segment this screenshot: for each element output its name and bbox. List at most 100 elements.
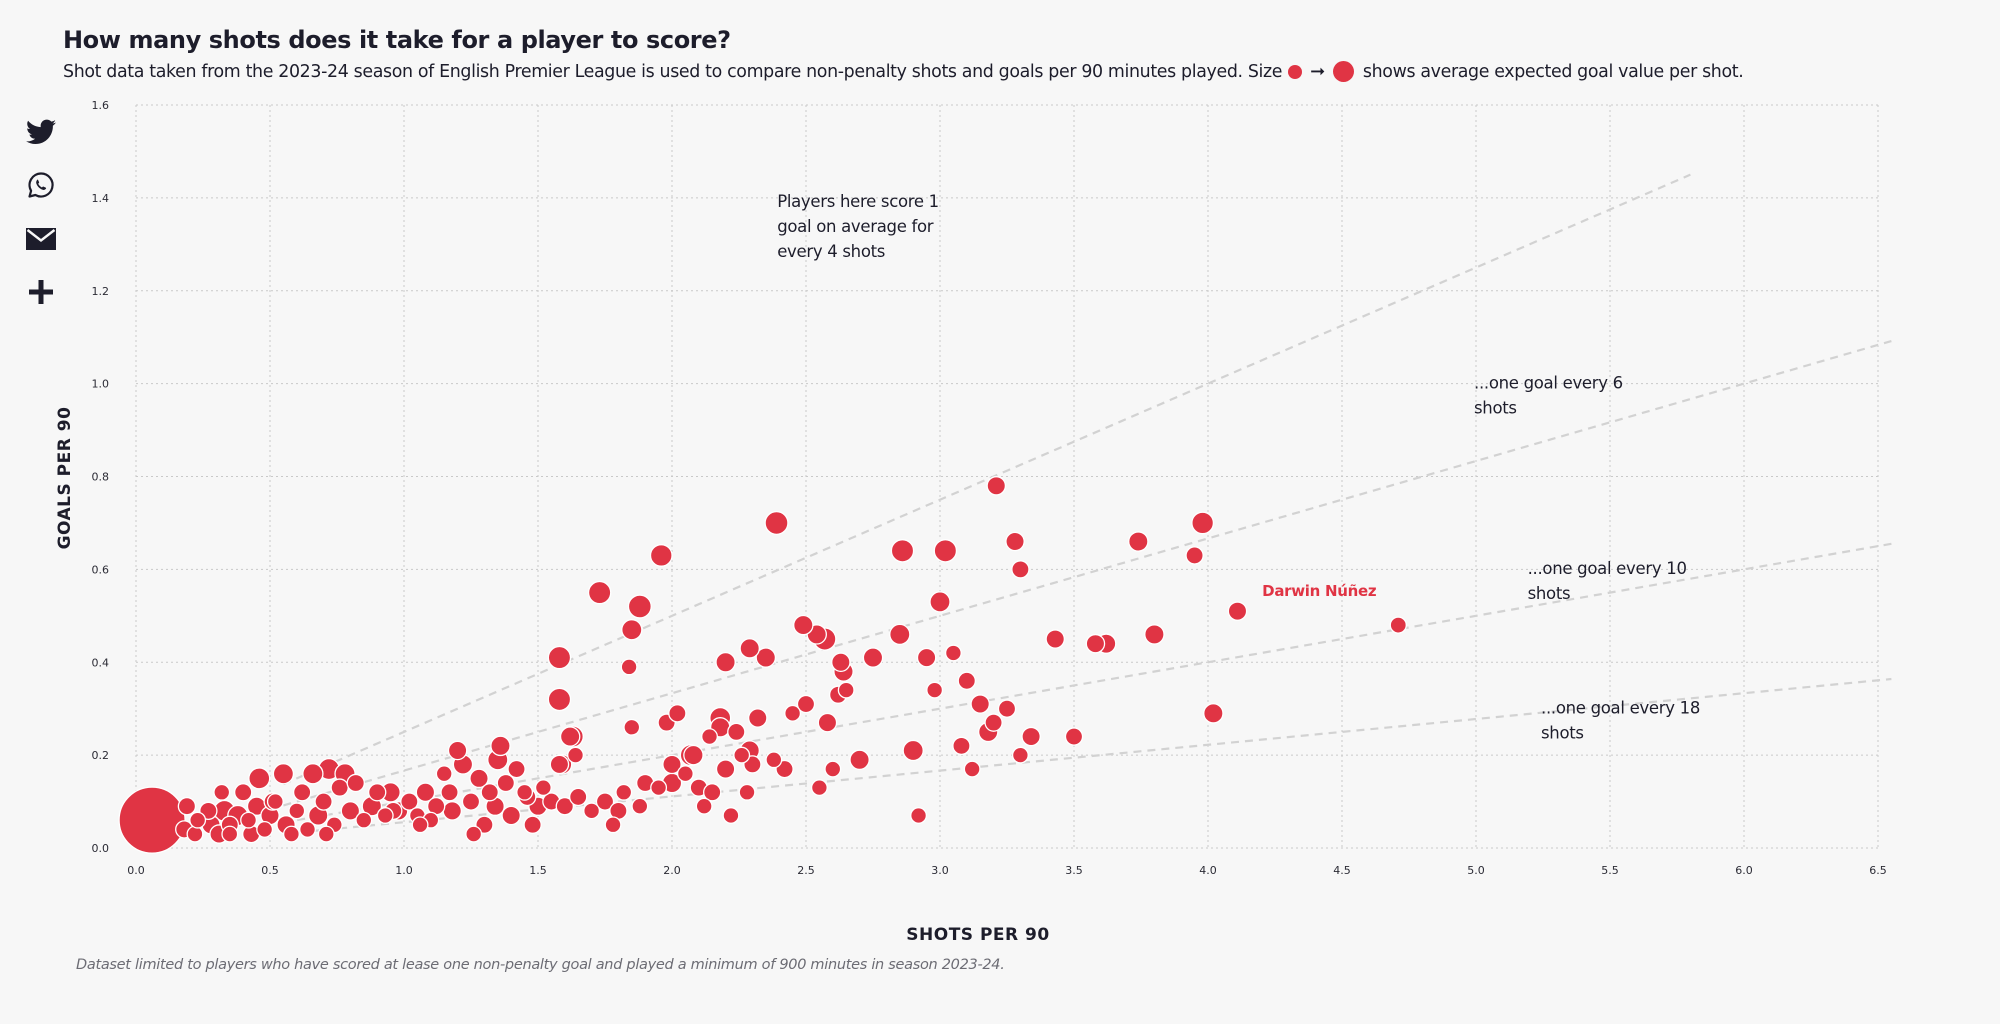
data-point bbox=[926, 681, 944, 699]
data-point bbox=[755, 647, 777, 668]
data-point bbox=[1064, 727, 1084, 746]
guide-annotation-line: ...one goal every 10 bbox=[1528, 559, 1687, 578]
data-point bbox=[567, 746, 584, 764]
data-point bbox=[469, 768, 489, 789]
y-tick-label: 0.8 bbox=[92, 471, 110, 484]
data-point bbox=[910, 807, 928, 824]
data-point bbox=[824, 760, 842, 778]
data-point bbox=[837, 681, 855, 699]
data-point bbox=[902, 739, 924, 762]
data-point bbox=[1005, 531, 1025, 552]
data-point bbox=[997, 699, 1017, 718]
x-tick-label: 6.5 bbox=[1869, 864, 1887, 877]
data-point bbox=[796, 694, 816, 714]
x-tick-label: 5.0 bbox=[1467, 864, 1485, 877]
data-point bbox=[984, 713, 1003, 732]
guide-annotation: Players here score 1 goal on average for e… bbox=[777, 192, 939, 261]
guide-annotation: ...one goal every 6 shots bbox=[1474, 373, 1623, 417]
data-point bbox=[177, 797, 197, 816]
data-point bbox=[916, 647, 937, 668]
data-point bbox=[715, 759, 736, 779]
data-point bbox=[727, 722, 746, 742]
data-point bbox=[1128, 531, 1149, 552]
data-point bbox=[282, 825, 300, 843]
data-point bbox=[862, 647, 884, 668]
whatsapp-share-button[interactable] bbox=[26, 170, 56, 200]
data-point bbox=[118, 786, 186, 854]
data-point bbox=[817, 712, 838, 733]
x-tick-label: 5.5 bbox=[1601, 864, 1619, 877]
size-legend-large-dot bbox=[1332, 61, 1354, 82]
data-point bbox=[400, 792, 419, 811]
data-point bbox=[715, 652, 736, 673]
data-point bbox=[549, 754, 570, 775]
data-point bbox=[256, 820, 274, 838]
guide-lines bbox=[282, 173, 1892, 835]
email-share-button[interactable] bbox=[26, 224, 56, 254]
twitter-icon bbox=[26, 119, 56, 144]
guide-annotation-line: ...one goal every 6 bbox=[1474, 373, 1623, 392]
x-axis-title: SHOTS PER 90 bbox=[906, 925, 1049, 945]
subtitle-text: Shot data taken from the 2023-24 season … bbox=[63, 61, 1283, 82]
y-tick-label: 0.6 bbox=[92, 563, 110, 576]
data-point bbox=[189, 811, 207, 829]
data-point bbox=[668, 704, 687, 723]
y-axis-title: GOALS PER 90 bbox=[55, 407, 75, 550]
data-point bbox=[604, 816, 622, 834]
y-tick-label: 0.0 bbox=[92, 842, 110, 855]
data-point bbox=[465, 825, 483, 843]
data-point bbox=[676, 765, 694, 783]
guide-annotation-line: every 4 shots bbox=[777, 242, 885, 261]
annotations: Players here score 1 goal on average for e… bbox=[777, 192, 1700, 742]
plus-icon bbox=[29, 280, 53, 304]
data-point bbox=[461, 792, 481, 811]
data-point bbox=[442, 801, 463, 821]
data-point bbox=[415, 782, 436, 803]
data-point bbox=[933, 539, 958, 563]
data-point bbox=[849, 749, 870, 771]
data-point bbox=[523, 815, 542, 834]
page-subtitle: Shot data taken from the 2023-24 season … bbox=[63, 61, 1744, 82]
data-point bbox=[929, 591, 951, 613]
data-point bbox=[346, 773, 365, 793]
data-points bbox=[118, 476, 1407, 854]
data-point bbox=[555, 797, 574, 816]
x-tick-label: 2.0 bbox=[663, 864, 681, 877]
data-point bbox=[480, 783, 499, 802]
data-point bbox=[569, 787, 588, 807]
data-point bbox=[595, 792, 615, 811]
data-point bbox=[368, 783, 387, 802]
data-point bbox=[317, 825, 335, 843]
grid bbox=[135, 104, 1879, 849]
footnote: Dataset limited to players who have scor… bbox=[76, 957, 1005, 973]
guide-annotation-line: shots bbox=[1528, 584, 1571, 603]
data-point bbox=[272, 763, 295, 785]
data-point bbox=[559, 726, 581, 747]
y-tick-label: 1.0 bbox=[92, 378, 110, 391]
data-point bbox=[1227, 601, 1248, 621]
x-tick-label: 1.0 bbox=[395, 864, 413, 877]
data-point bbox=[299, 820, 316, 838]
size-legend-small-dot bbox=[1288, 64, 1303, 79]
size-legend-arrow: ➞ bbox=[1310, 61, 1325, 82]
data-point bbox=[234, 783, 253, 802]
twitter-share-button[interactable] bbox=[26, 117, 56, 147]
data-point bbox=[288, 802, 306, 820]
data-point bbox=[302, 763, 324, 785]
data-point bbox=[248, 767, 271, 790]
data-point bbox=[623, 718, 641, 736]
data-point bbox=[986, 476, 1007, 496]
more-share-button[interactable] bbox=[26, 277, 56, 307]
data-point bbox=[186, 825, 204, 843]
data-point bbox=[1203, 703, 1224, 724]
guide-annotation-line: ...one goal every 18 bbox=[1541, 698, 1700, 717]
guide-annotation: ...one goal every 10 shots bbox=[1528, 559, 1687, 603]
x-tick-label: 1.5 bbox=[529, 864, 547, 877]
data-point bbox=[683, 744, 704, 766]
data-point bbox=[793, 614, 814, 636]
guide-annotation: ...one goal every 18 shots bbox=[1541, 698, 1700, 742]
data-point bbox=[440, 783, 459, 802]
data-point bbox=[890, 539, 915, 563]
data-point bbox=[621, 619, 643, 641]
x-tick-label: 4.5 bbox=[1333, 864, 1351, 877]
